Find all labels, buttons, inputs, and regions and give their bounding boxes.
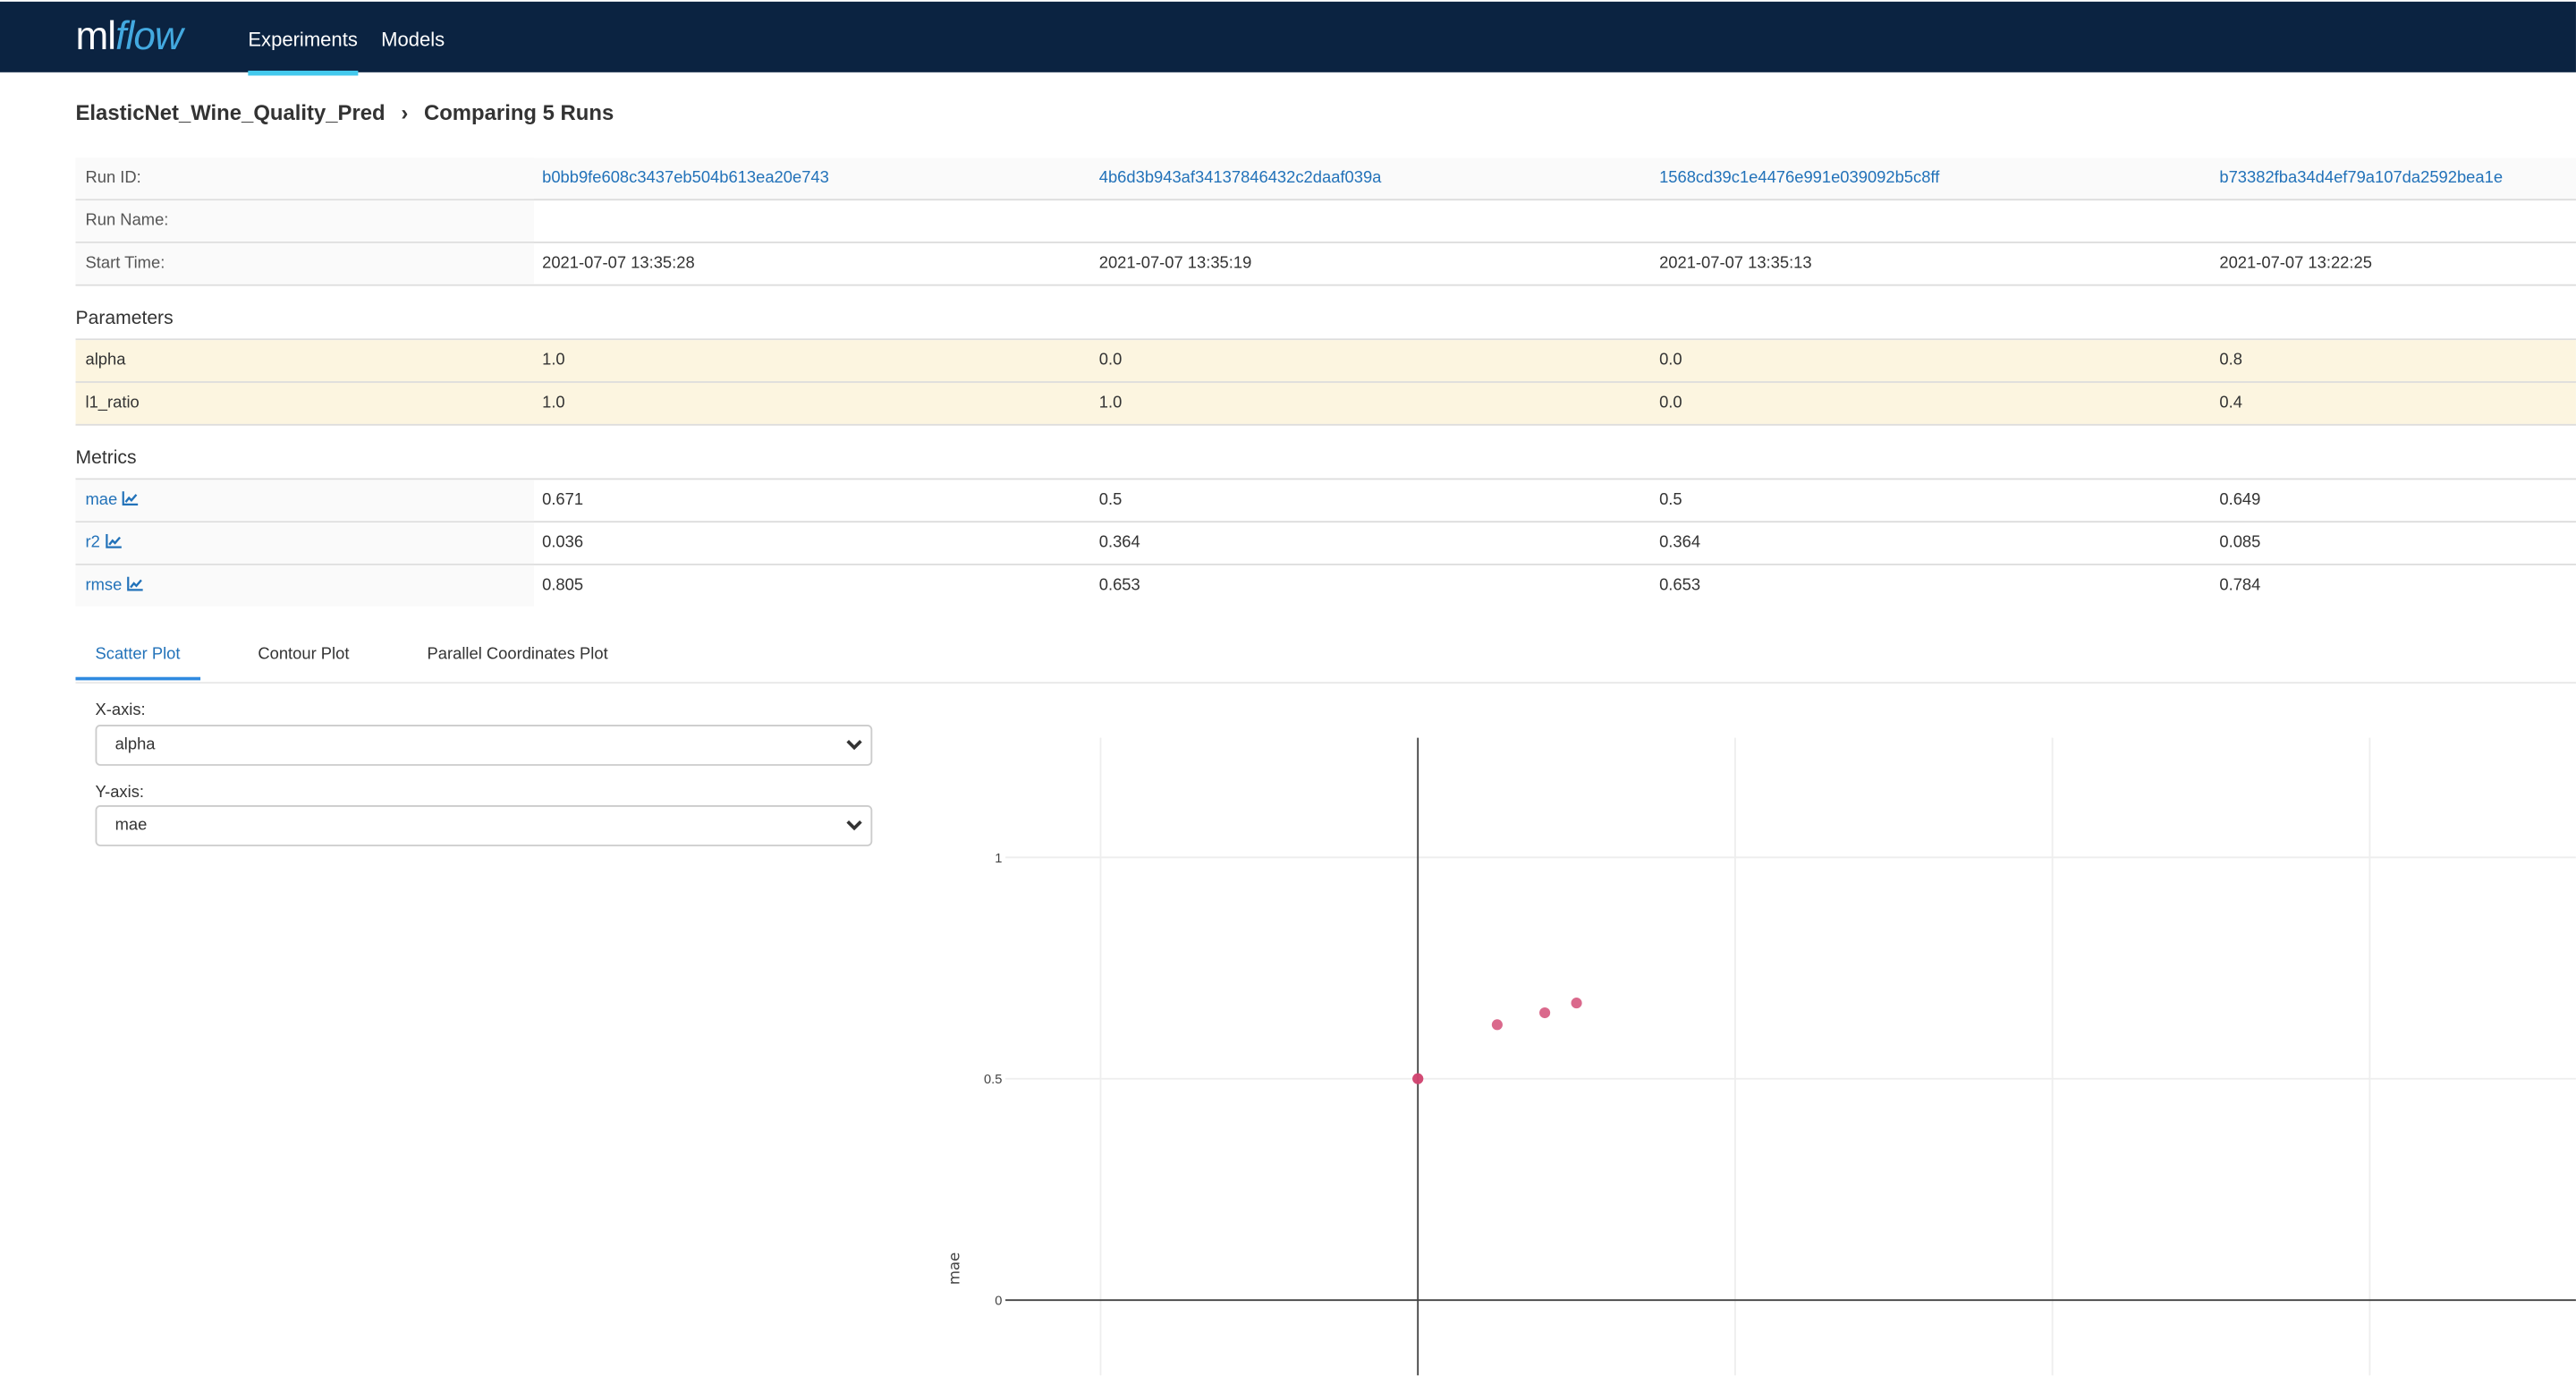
metric-value: 0.364 xyxy=(1098,533,1140,553)
y-axis-label: Y-axis: xyxy=(95,784,144,803)
metric-row-rmse: rmse 0.805 0.653 0.653 0.784 xyxy=(75,565,2575,608)
divider xyxy=(75,338,2576,341)
start-time-value: 2021-07-07 13:35:13 xyxy=(1659,254,1812,273)
param-row-l1-ratio: l1_ratio 1.0 1.0 0.0 0.4 xyxy=(75,382,2576,426)
metric-value: 0.085 xyxy=(2219,533,2261,553)
active-tab-indicator xyxy=(75,676,201,681)
x-axis-value: alpha xyxy=(114,735,156,755)
metrics-heading: Metrics xyxy=(75,448,137,469)
metric-link-rmse[interactable]: rmse xyxy=(85,576,123,595)
line-chart-icon[interactable] xyxy=(105,533,122,549)
run-id-link[interactable]: b73382fba34d4ef79a107da2592bea1e xyxy=(2219,169,2504,188)
metric-value: 0.653 xyxy=(1098,576,1140,595)
param-name: alpha xyxy=(85,352,126,370)
start-time-value: 2021-07-07 13:35:19 xyxy=(1098,254,1252,273)
line-chart-icon[interactable] xyxy=(127,576,144,592)
run-name-label: Run Name: xyxy=(75,200,534,242)
divider xyxy=(75,478,2576,480)
metric-value: 0.805 xyxy=(542,576,584,595)
start-time-value: 2021-07-07 13:35:28 xyxy=(542,254,695,273)
metric-link-mae[interactable]: mae xyxy=(85,491,118,510)
line-chart-icon[interactable] xyxy=(123,491,140,506)
param-value: 0.0 xyxy=(1659,352,1682,370)
y-tick-label: 1 xyxy=(995,852,1002,866)
param-row-alpha: alpha 1.0 0.0 0.0 0.8 xyxy=(75,340,2576,383)
run-name-row: Run Name: xyxy=(75,200,2576,243)
start-time-label: Start Time: xyxy=(75,242,534,285)
y-axis-select[interactable]: mae xyxy=(95,804,873,846)
plot-tabs: Scatter Plot Contour Plot Parallel Coord… xyxy=(75,634,2576,684)
breadcrumb-experiment-link[interactable]: ElasticNet_Wine_Quality_Pred xyxy=(75,100,386,125)
metric-row-mae: mae 0.671 0.5 0.5 0.649 xyxy=(75,480,2576,523)
run-id-label: Run ID: xyxy=(75,157,534,200)
data-point[interactable] xyxy=(1491,1019,1503,1031)
metric-value: 0.649 xyxy=(2219,491,2261,510)
data-point[interactable] xyxy=(1539,1007,1551,1019)
metric-value: 0.5 xyxy=(1659,491,1682,510)
nav-experiments[interactable]: Experiments xyxy=(248,28,358,76)
x-axis-label: X-axis: xyxy=(95,701,146,720)
chevron-right-icon: › xyxy=(401,100,409,125)
run-id-row: Run ID: b0bb9fe608c3437eb504b613ea20e743… xyxy=(75,157,2576,201)
param-value: 0.8 xyxy=(2219,352,2242,370)
data-point[interactable] xyxy=(1412,1073,1424,1084)
param-value: 1.0 xyxy=(542,394,565,413)
run-id-link[interactable]: 1568cd39c1e4476e991e039092b5c8ff xyxy=(1659,169,1940,188)
parameters-heading: Parameters xyxy=(75,309,174,329)
breadcrumb: ElasticNet_Wine_Quality_Pred › Comparing… xyxy=(75,100,623,125)
y-tick-label: 0.5 xyxy=(984,1073,1002,1087)
metric-value: 0.784 xyxy=(2219,576,2261,595)
tab-contour-plot[interactable]: Contour Plot xyxy=(258,645,350,665)
chevron-down-icon xyxy=(846,740,862,751)
page-title: Comparing 5 Runs xyxy=(423,100,614,125)
start-time-row: Start Time: 2021-07-07 13:35:28 2021-07-… xyxy=(75,242,2576,286)
param-value: 1.0 xyxy=(542,352,565,370)
y-tick-label: 0 xyxy=(995,1295,1002,1309)
param-value: 1.0 xyxy=(1098,394,1123,413)
y-axis-value: mae xyxy=(114,816,148,836)
top-navbar: mlflow Experiments Models xyxy=(0,1,2576,76)
run-id-link[interactable]: 4b6d3b943af34137846432c2daaf039a xyxy=(1098,169,1382,188)
y-axis-title: mae xyxy=(946,1253,963,1285)
metric-value: 0.653 xyxy=(1659,576,1701,595)
param-value: 0.0 xyxy=(1098,352,1123,370)
tab-scatter-plot[interactable]: Scatter Plot xyxy=(95,645,181,665)
metric-value: 0.5 xyxy=(1098,491,1123,510)
nav-models[interactable]: Models xyxy=(381,28,445,51)
mlflow-logo[interactable]: mlflow xyxy=(75,14,182,60)
metric-row-r2: r2 0.036 0.364 0.364 0.085 xyxy=(75,522,2576,565)
metric-link-r2[interactable]: r2 xyxy=(85,533,100,553)
metric-value: 0.036 xyxy=(542,533,584,553)
metric-value: 0.671 xyxy=(542,491,584,510)
param-value: 0.4 xyxy=(2219,394,2242,413)
x-axis-select[interactable]: alpha xyxy=(95,724,873,766)
run-id-link[interactable]: b0bb9fe608c3437eb504b613ea20e743 xyxy=(542,169,829,188)
param-value: 0.0 xyxy=(1659,394,1682,413)
scatter-plot[interactable]: 0 0.5 1 mae xyxy=(920,723,2576,1376)
tab-parallel-coordinates-plot[interactable]: Parallel Coordinates Plot xyxy=(427,645,608,665)
param-name: l1_ratio xyxy=(85,394,140,413)
metric-value: 0.364 xyxy=(1659,533,1701,553)
start-time-value: 2021-07-07 13:22:25 xyxy=(2219,254,2372,273)
chevron-down-icon xyxy=(846,820,862,831)
data-point[interactable] xyxy=(1571,998,1582,1009)
